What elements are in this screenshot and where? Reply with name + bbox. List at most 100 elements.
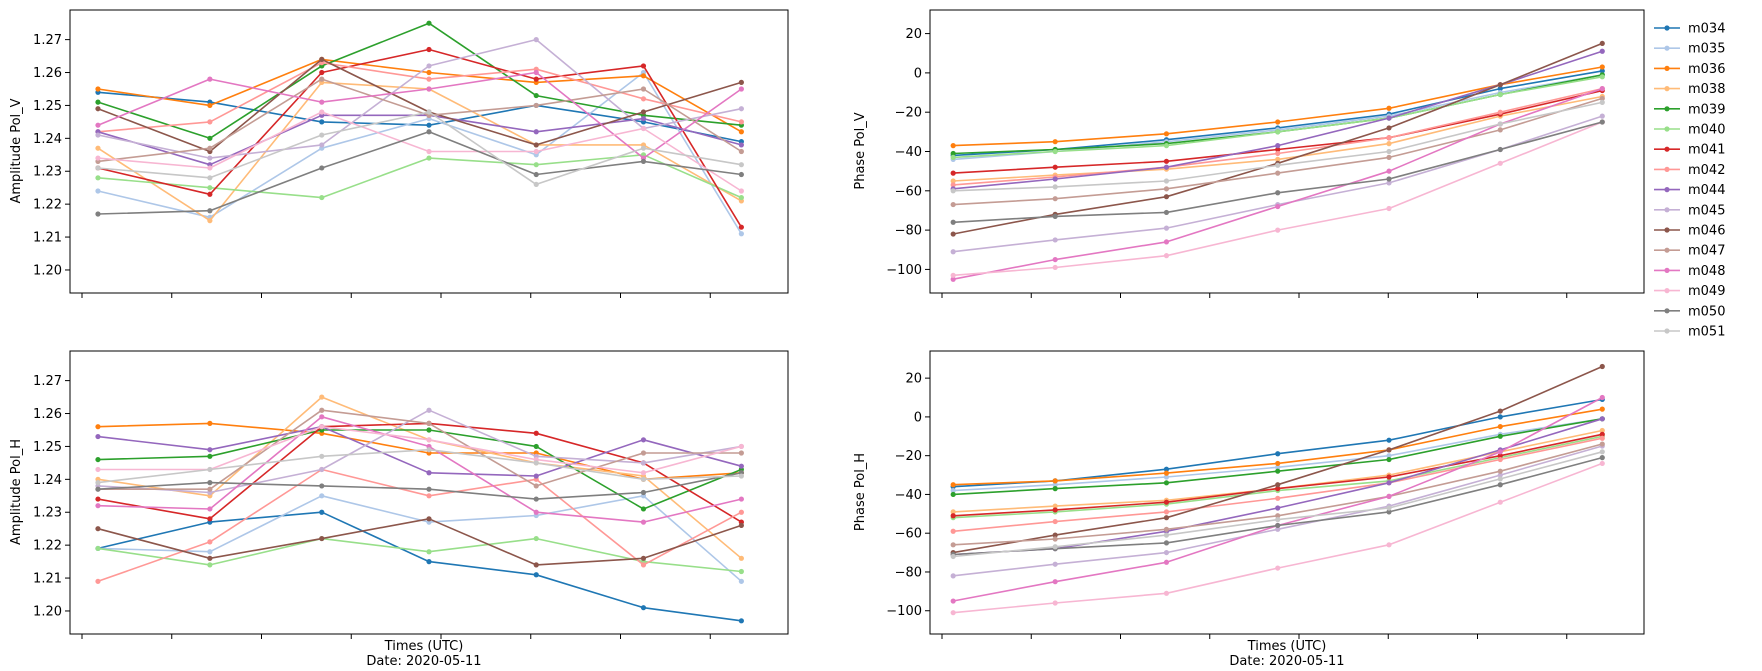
phase-pol-h-point-m042	[1163, 509, 1170, 515]
phase-pol-v-point-m047	[1275, 170, 1281, 176]
amplitude-pol-v-point-m042	[640, 96, 647, 102]
amplitude-pol-v-point-m041	[533, 76, 539, 82]
phase-pol-v-series-m047	[950, 95, 1605, 208]
phase-pol-h-point-m034	[1386, 437, 1392, 443]
amplitude-pol-v-point-m051	[207, 175, 213, 181]
amplitude-pol-v-ytick-label: 1.26	[33, 66, 62, 81]
phase-pol-v-point-m039	[950, 150, 956, 157]
phase-pol-h-point-m050	[1599, 455, 1605, 461]
amplitude-pol-h-ytick-label: 1.27	[33, 374, 62, 389]
amplitude-pol-h-point-m044	[533, 473, 539, 479]
amplitude-pol-h-point-m039	[426, 427, 432, 433]
amplitude-pol-h-ytick-label: 1.21	[33, 572, 62, 587]
phase-pol-h-point-m050	[1163, 540, 1170, 546]
amplitude-pol-v-point-m051	[738, 162, 744, 168]
phase-pol-v-point-m045	[1052, 237, 1058, 243]
phase-pol-v-point-m049	[1163, 253, 1170, 259]
legend-label-m041: m041	[1688, 143, 1725, 158]
phase-pol-v-point-m044	[1386, 115, 1392, 121]
amplitude-pol-h-point-m042	[640, 562, 647, 568]
phase-pol-v-point-m042	[950, 182, 956, 188]
phase-pol-h-point-m041	[1497, 453, 1503, 459]
amplitude-pol-h-point-m034	[426, 559, 432, 565]
phase-pol-v-series-m050	[950, 119, 1605, 225]
phase-pol-h-point-m041	[1599, 431, 1605, 437]
amplitude-pol-v-ytick-label: 1.25	[33, 99, 62, 114]
phase-pol-h-point-m048	[1497, 449, 1503, 455]
phase-pol-v-point-m036	[1275, 119, 1281, 125]
phase-pol-v-point-m045	[1599, 113, 1605, 119]
phase-pol-h-ylabel: Phase Pol_H	[853, 453, 868, 531]
amplitude-pol-v-point-m049	[738, 188, 744, 194]
phase-pol-v-line-m038	[953, 95, 1603, 182]
amplitude-pol-v-ytick-label: 1.20	[33, 263, 62, 278]
phase-pol-v-panel: −100 −80 −60 −40 −20 0 20 Phase Pol_V	[853, 9, 1645, 298]
phase-pol-h-panel: −100 −80 −60 −40 −20 0 20 Phase Pol_H Times (U…	[853, 350, 1645, 669]
amplitude-pol-v-point-m040	[95, 175, 101, 181]
amplitude-pol-h-ytick-label: 1.24	[33, 473, 62, 488]
amplitude-pol-v-series-m048	[95, 69, 744, 161]
legend-marker-m051	[1664, 328, 1670, 334]
amplitude-pol-v-point-m044	[533, 129, 539, 135]
phase-pol-v-point-m046	[1386, 125, 1392, 131]
amplitude-pol-h-point-m050	[95, 486, 101, 492]
legend: m034 m035 m036 m038 m039 m040 m041 m042 m044 m045…	[1654, 22, 1725, 340]
phase-pol-h-point-m051	[1163, 532, 1170, 538]
phase-pol-h-point-m046	[1599, 363, 1605, 370]
amplitude-pol-h-point-m044	[95, 433, 101, 440]
amplitude-pol-v-point-m040	[426, 155, 432, 161]
amplitude-pol-h-point-m046	[207, 555, 213, 561]
phase-pol-h-point-m041	[1163, 499, 1170, 505]
phase-pol-h-point-m051	[1599, 449, 1605, 455]
phase-pol-h-point-m045	[1163, 549, 1170, 556]
amplitude-pol-v-point-m036	[95, 86, 101, 92]
legend-marker-m042	[1664, 166, 1670, 172]
phase-pol-v-ytick-label: −80	[895, 224, 922, 239]
phase-pol-v-point-m050	[1497, 146, 1503, 153]
phase-pol-h-point-m047	[1275, 513, 1281, 519]
phase-pol-h-point-m046	[1275, 482, 1281, 488]
phase-pol-v-point-m051	[1599, 99, 1605, 105]
amplitude-pol-v-point-m050	[426, 129, 432, 135]
amplitude-pol-h-point-m035	[207, 549, 213, 555]
phase-pol-h-point-m047	[1052, 536, 1058, 542]
amplitude-pol-h-point-m040	[207, 562, 213, 568]
amplitude-pol-h-ytick-label: 1.25	[33, 440, 62, 455]
amplitude-pol-v-panel: 1.20 1.21 1.22 1.23 1.24 1.25 1.26 1.27 Amplitu…	[9, 9, 789, 298]
amplitude-pol-v-point-m039	[95, 99, 101, 105]
amplitude-pol-v-ylabel: Amplitude Pol_V	[9, 98, 24, 203]
phase-pol-h-point-m049	[1052, 600, 1058, 606]
phase-pol-h-ytick-label: 20	[905, 372, 922, 387]
phase-pol-v-point-m051	[1497, 121, 1503, 127]
phase-pol-h-ytick-label: −80	[895, 565, 922, 580]
amplitude-pol-v-point-m050	[207, 208, 213, 214]
phase-pol-v-point-m047	[1163, 186, 1170, 192]
phase-pol-h-point-m048	[1052, 579, 1058, 585]
amplitude-pol-v-point-m038	[207, 218, 213, 224]
phase-pol-v-point-m038	[950, 178, 956, 184]
amplitude-pol-h-ytick-label: 1.20	[33, 604, 62, 619]
amplitude-pol-h-point-m048	[95, 503, 101, 509]
phase-pol-h-point-m038	[1052, 503, 1058, 509]
amplitude-pol-h-point-m050	[426, 486, 432, 492]
phase-pol-v-ylabel: Phase Pol_V	[853, 112, 868, 189]
phase-pol-v-ytick-label: 20	[905, 27, 922, 42]
legend-label-m044: m044	[1688, 183, 1725, 198]
amplitude-pol-v-point-m038	[95, 145, 101, 151]
amplitude-pol-v-point-m046	[640, 109, 647, 115]
amplitude-pol-v-point-m046	[738, 79, 744, 85]
amplitude-pol-h-point-m049	[426, 437, 432, 443]
amplitude-pol-h-point-m042	[207, 539, 213, 545]
phase-pol-v-point-m040	[1052, 148, 1058, 155]
phase-pol-h-point-m034	[1163, 466, 1170, 472]
amplitude-pol-h-series-m051	[95, 447, 744, 486]
amplitude-pol-h-point-m044	[426, 470, 432, 476]
phase-pol-h-point-m046	[1052, 532, 1058, 538]
phase-pol-v-ytick-label: −100	[886, 263, 922, 278]
amplitude-pol-v-point-m051	[533, 181, 539, 188]
amplitude-pol-h-point-m042	[738, 509, 744, 515]
phase-pol-v-point-m048	[1275, 203, 1281, 210]
amplitude-pol-v-point-m050	[738, 171, 744, 178]
amplitude-pol-v-series-m049	[95, 109, 744, 194]
